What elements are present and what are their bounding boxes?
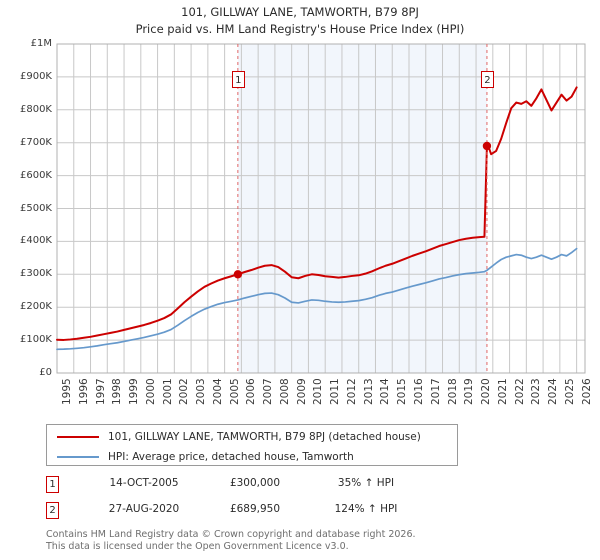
x-axis-tick-label: 1996 <box>77 378 90 405</box>
transaction-marker-badge: 2 <box>46 502 59 519</box>
legend-label: 101, GILLWAY LANE, TAMWORTH, B79 8PJ (de… <box>108 430 421 443</box>
transaction-row[interactable]: 2 27-AUG-2020 £689,950 124% ↑ HPI <box>46 502 466 520</box>
y-axis-tick-label: £200K <box>19 301 52 313</box>
chart-plot-svg <box>56 43 586 374</box>
y-axis-tick-label: £300K <box>19 268 52 280</box>
legend-color-swatch <box>57 435 99 438</box>
x-axis-tick-label: 1999 <box>128 378 141 405</box>
x-axis-tick-label: 2024 <box>547 378 560 405</box>
transaction-date: 14-OCT-2005 <box>109 477 179 489</box>
plot-frame <box>56 43 586 374</box>
y-axis-tick-label: £800K <box>19 103 52 115</box>
x-axis-tick-label: 2009 <box>295 378 308 405</box>
legend-item: 101, GILLWAY LANE, TAMWORTH, B79 8PJ (de… <box>47 426 421 447</box>
legend-label: HPI: Average price, detached house, Tamw… <box>108 450 354 463</box>
legend-color-swatch <box>57 455 99 458</box>
x-axis-tick-label: 2019 <box>463 378 476 405</box>
sale-flag-2[interactable]: 2 <box>480 71 494 88</box>
x-axis-tick-label: 2008 <box>278 378 291 405</box>
x-axis-tick-label: 2006 <box>245 378 258 405</box>
footer-line-1: Contains HM Land Registry data © Crown c… <box>46 529 416 540</box>
y-axis-tick-label: £500K <box>19 202 52 214</box>
x-axis-tick-label: 2025 <box>563 378 576 405</box>
sale-point-marker <box>482 141 492 151</box>
series-line-property <box>56 86 578 341</box>
x-axis-tick-label: 2004 <box>211 378 224 405</box>
x-axis-tick-label: 2023 <box>530 378 543 405</box>
x-axis-tick-label: 2005 <box>228 378 241 405</box>
x-axis-tick-label: 2016 <box>413 378 425 405</box>
series-line-hpi <box>56 247 578 351</box>
y-axis-tick-label: £0 <box>39 367 52 378</box>
transaction-date: 27-AUG-2020 <box>108 503 180 515</box>
sale-flag-1[interactable]: 1 <box>231 71 245 88</box>
x-axis-tick-label: 1995 <box>61 378 73 405</box>
x-axis-tick-label: 2003 <box>195 378 208 405</box>
x-axis-tick-label: 1997 <box>94 378 107 405</box>
y-axis-tick-label: £600K <box>19 169 52 181</box>
title-subtitle: Price paid vs. HM Land Registry's House … <box>135 22 465 36</box>
chart-legend: 101, GILLWAY LANE, TAMWORTH, B79 8PJ (de… <box>46 424 458 466</box>
sale-point-marker <box>233 270 243 279</box>
y-axis-tick-label: £100K <box>19 334 52 346</box>
x-axis-tick-label: 2021 <box>496 378 509 405</box>
y-axis-tick-label: £700K <box>19 136 52 148</box>
y-axis-tick-label: £1M <box>30 38 52 49</box>
x-axis-tick-label: 2000 <box>144 378 157 405</box>
x-axis-tick-label: 2014 <box>379 378 392 405</box>
y-axis-tick-label: £900K <box>19 70 52 82</box>
x-axis-tick-label: 2010 <box>312 378 325 405</box>
x-axis-tick-label: 2012 <box>345 378 358 405</box>
x-axis-tick-label: 2002 <box>178 378 191 405</box>
x-axis-tick-label: 1998 <box>111 378 124 405</box>
page-title: 101, GILLWAY LANE, TAMWORTH, B79 8PJ Pri… <box>0 4 600 38</box>
transaction-price: £689,950 <box>229 503 281 515</box>
y-axis-tick-label: £400K <box>19 235 52 247</box>
x-axis-tick-label: 2017 <box>429 378 442 405</box>
transaction-hpi-delta: 35% ↑ HPI <box>337 477 395 489</box>
transaction-row[interactable]: 1 14-OCT-2005 £300,000 35% ↑ HPI <box>46 476 466 494</box>
footer-attribution: Contains HM Land Registry data © Crown c… <box>46 529 586 552</box>
x-axis-tick-label: 2007 <box>262 378 275 405</box>
chart-area: £0 £100K £200K £300K £400K £500K £600K £700K £80… <box>19 38 593 405</box>
x-axis-tick-label: 2020 <box>480 378 493 405</box>
transaction-marker-badge: 1 <box>46 476 59 493</box>
x-axis-tick-label: 2011 <box>329 378 342 405</box>
transaction-price: £300,000 <box>229 477 281 489</box>
footer-line-2: This data is licensed under the Open Gov… <box>46 540 349 552</box>
x-axis-tick-label: 2022 <box>513 378 526 405</box>
legend-item: HPI: Average price, detached house, Tamw… <box>47 446 354 467</box>
x-axis-tick-label: 2026 <box>580 378 593 405</box>
x-axis-tick-label: 2001 <box>161 378 174 405</box>
x-axis-tick-label: 2013 <box>362 378 375 405</box>
x-axis-tick-label: 2015 <box>396 378 409 405</box>
transaction-hpi-delta: 124% ↑ HPI <box>334 503 398 515</box>
title-address: 101, GILLWAY LANE, TAMWORTH, B79 8PJ <box>181 5 419 19</box>
x-axis-tick-label: 2018 <box>446 378 459 405</box>
